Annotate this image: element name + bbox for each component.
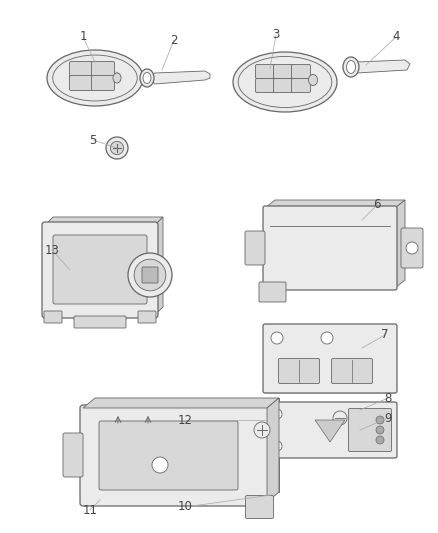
FancyBboxPatch shape bbox=[263, 206, 397, 290]
Circle shape bbox=[106, 137, 128, 159]
Circle shape bbox=[272, 409, 282, 419]
Circle shape bbox=[134, 259, 166, 291]
Circle shape bbox=[321, 332, 333, 344]
Text: 10: 10 bbox=[177, 500, 192, 513]
FancyBboxPatch shape bbox=[53, 235, 147, 304]
Circle shape bbox=[128, 253, 172, 297]
FancyBboxPatch shape bbox=[70, 76, 92, 91]
Polygon shape bbox=[265, 200, 405, 208]
Text: 6: 6 bbox=[373, 198, 381, 212]
Polygon shape bbox=[150, 71, 210, 84]
FancyBboxPatch shape bbox=[246, 496, 273, 519]
FancyBboxPatch shape bbox=[279, 359, 319, 384]
Circle shape bbox=[376, 416, 384, 424]
Polygon shape bbox=[95, 398, 279, 492]
Polygon shape bbox=[45, 217, 163, 225]
Text: 13: 13 bbox=[45, 244, 60, 256]
FancyBboxPatch shape bbox=[255, 64, 275, 78]
Circle shape bbox=[272, 441, 282, 451]
Text: 3: 3 bbox=[272, 28, 280, 42]
Circle shape bbox=[152, 457, 168, 473]
Polygon shape bbox=[155, 217, 163, 315]
Ellipse shape bbox=[113, 73, 121, 83]
Polygon shape bbox=[315, 420, 345, 442]
Circle shape bbox=[271, 332, 283, 344]
Circle shape bbox=[406, 242, 418, 254]
Text: 5: 5 bbox=[89, 133, 97, 147]
Circle shape bbox=[110, 141, 124, 155]
FancyBboxPatch shape bbox=[92, 61, 114, 78]
FancyBboxPatch shape bbox=[92, 76, 114, 91]
Circle shape bbox=[376, 426, 384, 434]
FancyBboxPatch shape bbox=[263, 402, 397, 458]
FancyBboxPatch shape bbox=[44, 311, 62, 323]
Text: 9: 9 bbox=[384, 411, 392, 424]
FancyBboxPatch shape bbox=[401, 228, 423, 268]
FancyBboxPatch shape bbox=[74, 316, 126, 328]
Ellipse shape bbox=[143, 72, 151, 84]
Text: 4: 4 bbox=[392, 30, 400, 44]
Text: 12: 12 bbox=[177, 414, 192, 426]
Circle shape bbox=[333, 411, 347, 425]
Text: 8: 8 bbox=[384, 392, 392, 405]
Ellipse shape bbox=[343, 57, 359, 77]
FancyBboxPatch shape bbox=[263, 324, 397, 393]
Polygon shape bbox=[83, 398, 279, 408]
FancyBboxPatch shape bbox=[80, 405, 271, 506]
Circle shape bbox=[254, 422, 270, 438]
Text: 2: 2 bbox=[170, 34, 178, 46]
FancyBboxPatch shape bbox=[142, 267, 158, 283]
Text: 11: 11 bbox=[82, 504, 98, 516]
FancyBboxPatch shape bbox=[138, 311, 156, 323]
Ellipse shape bbox=[233, 52, 337, 112]
Ellipse shape bbox=[47, 50, 143, 106]
FancyBboxPatch shape bbox=[70, 61, 92, 78]
Text: 1: 1 bbox=[79, 30, 87, 44]
FancyBboxPatch shape bbox=[273, 78, 293, 93]
FancyBboxPatch shape bbox=[292, 64, 311, 78]
Polygon shape bbox=[395, 200, 405, 288]
FancyBboxPatch shape bbox=[255, 78, 275, 93]
FancyBboxPatch shape bbox=[273, 64, 293, 78]
FancyBboxPatch shape bbox=[332, 359, 372, 384]
FancyBboxPatch shape bbox=[349, 408, 392, 451]
FancyBboxPatch shape bbox=[292, 78, 311, 93]
Ellipse shape bbox=[308, 75, 318, 85]
FancyBboxPatch shape bbox=[99, 421, 238, 490]
Ellipse shape bbox=[346, 61, 356, 74]
FancyBboxPatch shape bbox=[63, 433, 83, 477]
FancyBboxPatch shape bbox=[42, 222, 158, 318]
Text: 7: 7 bbox=[381, 328, 389, 342]
Circle shape bbox=[376, 436, 384, 444]
FancyBboxPatch shape bbox=[259, 282, 286, 302]
FancyBboxPatch shape bbox=[245, 231, 265, 265]
Polygon shape bbox=[267, 398, 279, 502]
Polygon shape bbox=[357, 60, 410, 73]
Ellipse shape bbox=[140, 69, 154, 87]
